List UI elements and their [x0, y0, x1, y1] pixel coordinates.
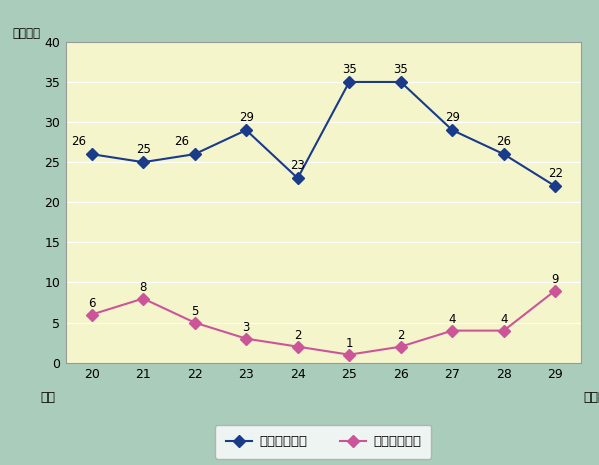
Text: 25: 25 — [136, 143, 150, 156]
Text: 8: 8 — [140, 281, 147, 294]
Text: （件数）: （件数） — [12, 27, 40, 40]
Text: 4: 4 — [449, 313, 456, 326]
Text: 26: 26 — [496, 135, 512, 148]
Text: 35: 35 — [394, 62, 408, 75]
Text: 26: 26 — [71, 135, 86, 148]
Text: 26: 26 — [174, 135, 189, 148]
Text: （年）: （年） — [583, 391, 599, 404]
Text: 23: 23 — [291, 159, 305, 172]
Text: 2: 2 — [397, 329, 404, 342]
Text: 5: 5 — [191, 305, 198, 318]
Text: 3: 3 — [243, 321, 250, 334]
Legend: 道路トンネル, 鉄道トンネル: 道路トンネル, 鉄道トンネル — [216, 425, 431, 459]
Text: 4: 4 — [500, 313, 507, 326]
Text: 9: 9 — [552, 272, 559, 286]
Text: 29: 29 — [238, 111, 254, 124]
Text: 22: 22 — [547, 167, 563, 180]
Text: 6: 6 — [88, 297, 95, 310]
Text: 1: 1 — [346, 337, 353, 350]
Text: 平成: 平成 — [40, 391, 55, 404]
Text: 2: 2 — [294, 329, 301, 342]
Text: 29: 29 — [444, 111, 460, 124]
Text: 35: 35 — [342, 62, 356, 75]
